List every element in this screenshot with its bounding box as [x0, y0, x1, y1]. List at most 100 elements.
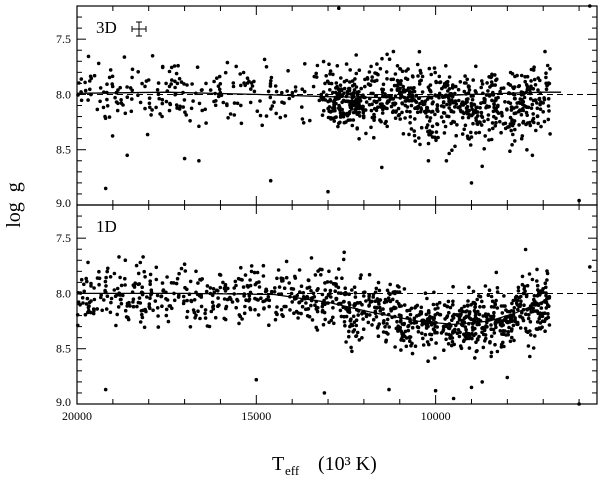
data-point [447, 75, 452, 79]
data-point [370, 115, 375, 120]
data-point [339, 314, 344, 319]
data-point [142, 269, 146, 274]
data-point [535, 279, 539, 283]
data-point [316, 287, 320, 291]
data-point [535, 106, 540, 111]
data-point [254, 377, 259, 382]
data-point [259, 296, 263, 301]
data-point [301, 291, 306, 295]
data-point [545, 83, 549, 88]
data-point [235, 101, 240, 106]
data-point [445, 314, 450, 318]
data-point [516, 109, 521, 114]
data-point [350, 288, 354, 292]
data-point [340, 107, 345, 112]
data-point [357, 137, 361, 141]
error-bar-symbol [131, 21, 147, 37]
data-point [334, 86, 338, 90]
data-point [106, 266, 110, 271]
data-point [175, 81, 180, 86]
data-point [343, 323, 347, 328]
data-point [267, 304, 272, 309]
data-point [474, 349, 479, 354]
data-point [276, 268, 281, 272]
data-point [203, 107, 207, 112]
data-point [199, 304, 204, 309]
data-point [369, 125, 373, 130]
data-point [398, 86, 402, 91]
data-point [475, 105, 480, 110]
data-point [545, 278, 549, 282]
data-point [452, 342, 457, 347]
data-point [329, 318, 334, 323]
data-point [375, 62, 379, 66]
data-point [320, 113, 325, 117]
data-point [84, 302, 89, 306]
data-point [373, 290, 378, 295]
data-point [303, 62, 307, 66]
data-point [538, 311, 542, 315]
data-point [445, 102, 449, 107]
data-point [354, 334, 358, 339]
data-point [79, 77, 84, 81]
data-point [483, 284, 488, 288]
data-point [249, 264, 254, 268]
data-point [432, 66, 437, 70]
data-point [505, 309, 510, 314]
data-point [449, 98, 453, 103]
data-point [388, 282, 393, 287]
data-point [505, 375, 510, 380]
data-point [451, 396, 456, 401]
data-point [348, 80, 352, 84]
data-point [118, 275, 122, 280]
data-point [464, 97, 469, 102]
y-tick-label: 9.0 [56, 395, 71, 409]
data-point [462, 316, 467, 321]
data-point [446, 96, 451, 100]
data-point [338, 120, 342, 125]
data-point [344, 340, 348, 344]
data-point [370, 299, 374, 304]
data-point [406, 328, 411, 333]
data-point [399, 304, 404, 308]
data-point [410, 86, 415, 91]
data-point [137, 282, 142, 286]
data-point [296, 316, 300, 320]
data-point [156, 325, 161, 329]
data-point [435, 330, 439, 335]
data-point [475, 337, 480, 341]
data-point [407, 99, 412, 103]
data-point [404, 344, 409, 349]
data-point [405, 109, 409, 114]
data-point [483, 333, 488, 337]
data-point [419, 125, 424, 130]
data-point [481, 345, 486, 350]
data-point [393, 101, 398, 106]
data-point [447, 151, 452, 156]
data-point [148, 105, 152, 110]
data-point [340, 276, 344, 281]
data-point [222, 297, 227, 301]
data-point [128, 304, 132, 308]
data-point [342, 79, 347, 84]
data-point [455, 123, 459, 127]
data-point [472, 301, 477, 305]
data-point [203, 316, 208, 320]
data-point [290, 300, 295, 304]
data-point [420, 90, 425, 94]
data-point [91, 311, 96, 316]
data-point [199, 295, 204, 299]
data-point [521, 107, 525, 111]
data-point [406, 323, 411, 328]
data-point [314, 325, 319, 330]
data-point [542, 119, 547, 124]
data-point [360, 312, 364, 316]
data-point [269, 107, 273, 111]
data-point [131, 297, 136, 302]
data-point [518, 302, 523, 307]
data-point [531, 309, 535, 314]
data-point [531, 112, 535, 116]
data-point [123, 308, 128, 313]
data-point [153, 299, 158, 303]
data-point [183, 110, 187, 114]
